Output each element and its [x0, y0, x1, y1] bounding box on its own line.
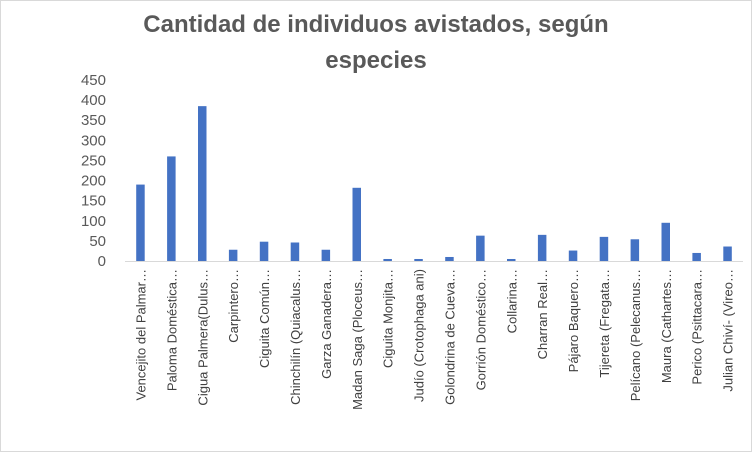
x-category-label: Gorrión Doméstico…	[473, 269, 488, 390]
bar	[692, 252, 701, 261]
bar	[198, 106, 207, 262]
x-category-label: Maura (Cathartes…	[659, 269, 674, 383]
x-category-label: Garza Ganadera…	[319, 269, 334, 379]
chart-title-line-2: especies	[325, 47, 427, 74]
x-category-label: Golondrina de Cueva…	[442, 269, 457, 405]
x-category-label: Charran Real…	[535, 269, 550, 359]
y-tick-label: 150	[81, 193, 106, 210]
bar	[321, 249, 331, 261]
bar	[723, 246, 732, 261]
x-category-label: Chinchilín (Quiacalus…	[288, 269, 303, 405]
y-tick-label: 350	[81, 112, 106, 129]
x-category-label: Pelícano (Pelecanus…	[628, 269, 643, 401]
bar	[352, 187, 361, 261]
y-tick-label: 250	[81, 152, 106, 169]
x-category-label: Tijereta (Fregata…	[597, 269, 612, 378]
x-category-label: Collarina…	[504, 269, 519, 333]
bar	[568, 250, 578, 261]
bar	[228, 249, 238, 261]
x-category-label: Judío (Crotophaga ani)	[412, 269, 427, 402]
x-category-label: Ciguita Monjita…	[381, 269, 396, 368]
y-tick-label: 100	[81, 213, 106, 230]
x-category-label: Madan Saga (Ploceus…	[350, 269, 365, 410]
y-tick-label: 50	[89, 233, 106, 250]
bar	[414, 258, 423, 261]
y-tick-label: 400	[81, 92, 106, 109]
y-tick-label: 200	[81, 173, 106, 190]
bar	[537, 234, 547, 261]
x-category-label: Ciguita Común…	[257, 269, 272, 368]
bar	[661, 222, 670, 261]
x-category-label: Pájaro Baquero…	[566, 269, 581, 372]
bar	[136, 184, 145, 261]
y-tick-label: 0	[98, 253, 106, 270]
x-category-label: Cigua Palmera(Dulus…	[195, 269, 210, 406]
bar	[476, 235, 485, 261]
bar	[507, 258, 516, 261]
bar	[167, 156, 176, 261]
bar	[290, 242, 300, 261]
bar	[259, 241, 269, 261]
bar	[599, 236, 609, 261]
bar	[445, 256, 454, 261]
bar	[383, 258, 392, 261]
x-category-label: Paloma Doméstica…	[164, 269, 179, 391]
x-category-label: Carpintero…	[226, 269, 241, 343]
y-tick-label: 300	[81, 132, 106, 149]
bar	[630, 239, 640, 261]
chart-title: Cantidad de individuos avistados, según …	[1, 7, 751, 79]
chart-title-line-1: Cantidad de individuos avistados, según	[143, 11, 609, 38]
x-category-label: Vencejito del Palmar…	[133, 269, 148, 401]
y-tick-label: 450	[81, 72, 106, 89]
x-category-label: Perico (Psittacara…	[690, 269, 705, 385]
x-category-label: Julian Chiví- (Vireo…	[721, 269, 736, 392]
